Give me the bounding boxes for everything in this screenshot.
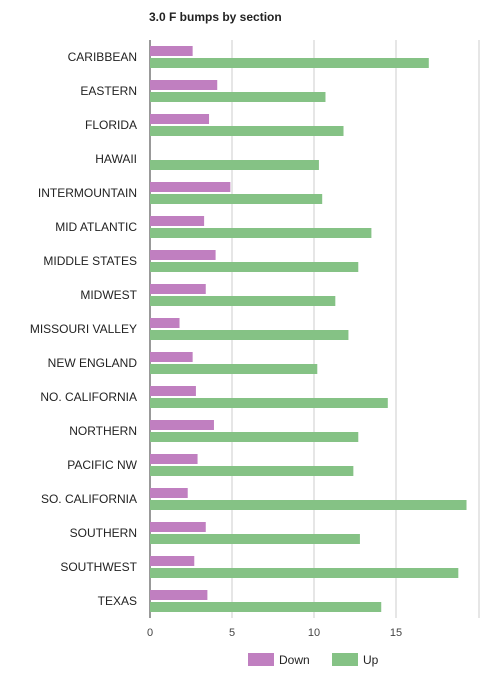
category-label: MID ATLANTIC [55, 220, 137, 234]
bar-up [150, 466, 354, 476]
x-tick-label: 10 [308, 627, 320, 639]
category-label: PACIFIC NW [67, 458, 137, 472]
x-tick-label: 5 [229, 627, 235, 639]
category-label: TEXAS [98, 594, 137, 608]
bar-up [150, 330, 349, 340]
category-label: MISSOURI VALLEY [30, 322, 137, 336]
bar-up [150, 296, 336, 306]
x-tick-label: 0 [147, 627, 153, 639]
x-tick-label: 15 [390, 627, 402, 639]
bar-up [150, 58, 429, 68]
bar-up [150, 126, 344, 136]
category-label: NO. CALIFORNIA [40, 390, 137, 404]
bar-down [150, 420, 214, 430]
category-label: NEW ENGLAND [48, 356, 138, 370]
bar-down [150, 80, 218, 90]
bars [150, 46, 467, 612]
bar-down [150, 182, 231, 192]
category-labels: CARIBBEAN EASTERN FLORIDA HAWAII INTERMOUNTA… [30, 50, 138, 608]
legend-label-down: Down [279, 653, 310, 667]
category-label: CARIBBEAN [68, 50, 137, 64]
bar-up [150, 160, 319, 170]
category-label: SOUTHERN [70, 526, 137, 540]
bar-down [150, 318, 180, 328]
gridlines [149, 40, 480, 618]
bar-up [150, 534, 360, 544]
bar-up [150, 602, 382, 612]
bar-down [150, 386, 196, 396]
bar-up [150, 568, 459, 578]
legend-label-up: Up [363, 653, 379, 667]
category-label: MIDDLE STATES [43, 254, 137, 268]
category-label: SO. CALIFORNIA [41, 492, 137, 506]
legend-swatch-down [248, 653, 274, 666]
bar-down [150, 488, 188, 498]
bar-down [150, 454, 198, 464]
bar-up [150, 92, 326, 102]
category-label: FLORIDA [85, 118, 137, 132]
bar-up [150, 432, 359, 442]
category-label: INTERMOUNTAIN [38, 186, 137, 200]
bar-up [150, 228, 372, 238]
category-label: EASTERN [80, 84, 137, 98]
chart-title: 3.0 F bumps by section [149, 10, 282, 24]
bar-down [150, 216, 205, 226]
category-label: HAWAII [95, 152, 137, 166]
legend: Down Up [248, 653, 379, 667]
bar-up [150, 262, 359, 272]
bar-down [150, 522, 206, 532]
category-label: NORTHERN [69, 424, 137, 438]
bar-down [150, 284, 206, 294]
bar-down [150, 250, 216, 260]
legend-swatch-up [332, 653, 358, 666]
bar-up [150, 364, 318, 374]
bar-down [150, 556, 195, 566]
bar-down [150, 590, 208, 600]
bar-up [150, 398, 388, 408]
x-tick-labels: 0 5 10 15 [147, 627, 402, 639]
bar-down [150, 114, 210, 124]
bar-up [150, 500, 467, 510]
category-label: MIDWEST [80, 288, 137, 302]
bar-up [150, 194, 323, 204]
category-label: SOUTHWEST [60, 560, 137, 574]
bar-down [150, 352, 193, 362]
bar-down [150, 46, 193, 56]
